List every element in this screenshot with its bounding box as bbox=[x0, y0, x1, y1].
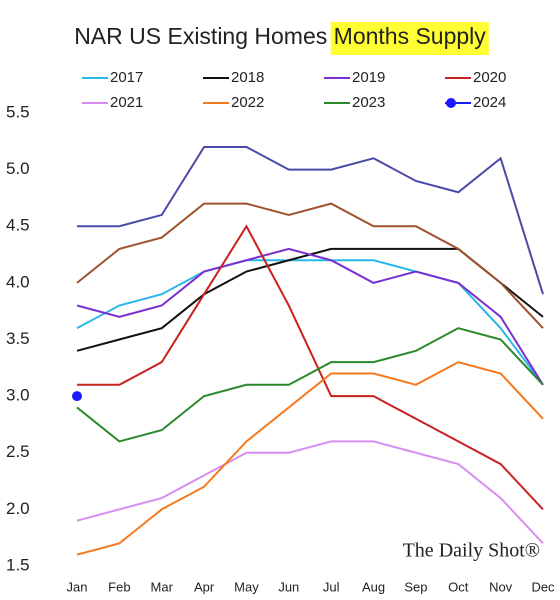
x-tick-label: Apr bbox=[194, 579, 215, 594]
series-line bbox=[76, 361, 544, 556]
watermark: The Daily Shot® bbox=[403, 540, 540, 562]
y-tick-label: 1.5 bbox=[6, 555, 30, 574]
title-text: NAR US Existing Homes bbox=[74, 23, 327, 49]
legend-label: 2022 bbox=[231, 94, 264, 111]
legend-label: 2019 bbox=[352, 69, 385, 86]
series-line bbox=[76, 327, 544, 443]
series-line bbox=[76, 259, 544, 386]
x-tick-label: Mar bbox=[151, 579, 174, 594]
series-line bbox=[77, 224, 544, 511]
y-tick-label: 4.5 bbox=[6, 216, 30, 235]
x-tick-label: Jul bbox=[323, 579, 340, 594]
y-tick-label: 5.5 bbox=[6, 102, 30, 121]
series-line bbox=[76, 247, 544, 386]
title-highlight-bg bbox=[330, 22, 489, 55]
series-line bbox=[77, 145, 544, 295]
x-tick-label: Sep bbox=[404, 579, 427, 594]
y-tick-label: 4.0 bbox=[6, 272, 30, 291]
x-tick-label: Nov bbox=[489, 579, 513, 594]
x-tick-label: Jan bbox=[67, 579, 88, 594]
legend-label: 2017 bbox=[110, 69, 143, 86]
y-tick-label: 3.5 bbox=[6, 329, 30, 348]
x-tick-label: Aug bbox=[362, 579, 385, 594]
x-tick-label: Dec bbox=[531, 579, 555, 594]
title-highlight: Months Supply bbox=[334, 23, 487, 49]
y-tick-label: 5.0 bbox=[6, 159, 30, 178]
x-tick-label: Oct bbox=[448, 579, 469, 594]
series-line bbox=[76, 202, 544, 329]
legend-label: 2018 bbox=[231, 69, 264, 86]
y-tick-label: 2.5 bbox=[6, 442, 30, 461]
y-tick-label: 3.0 bbox=[6, 386, 30, 405]
legend-label: 2021 bbox=[110, 94, 143, 111]
legend-label: 2023 bbox=[352, 94, 385, 111]
series-point bbox=[72, 391, 82, 402]
chart-title: NAR US Existing Homes Months Supply bbox=[74, 23, 486, 49]
legend-label: 2020 bbox=[473, 69, 506, 86]
x-tick-label: May bbox=[234, 579, 259, 594]
legend-label: 2024 bbox=[473, 94, 506, 111]
x-tick-label: Jun bbox=[278, 579, 299, 594]
y-tick-label: 2.0 bbox=[6, 499, 30, 518]
x-tick-label: Feb bbox=[108, 579, 130, 594]
series-line bbox=[76, 440, 544, 545]
legend-marker bbox=[446, 98, 456, 108]
